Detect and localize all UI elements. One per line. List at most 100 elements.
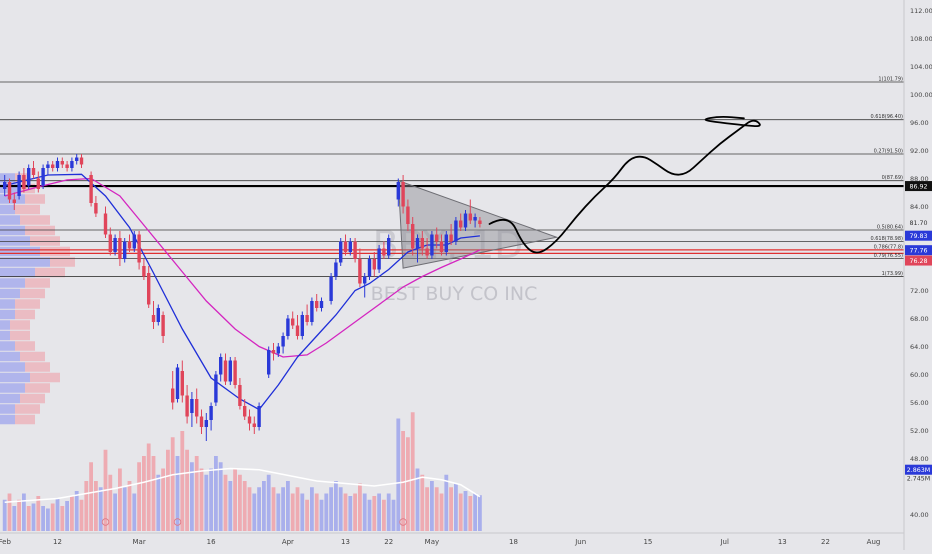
volume-bar [118, 468, 122, 531]
vprofile-up-bar [0, 404, 15, 414]
candle-body [27, 168, 31, 186]
candle-body [180, 371, 184, 396]
candle-body [343, 241, 348, 252]
vprofile-up-bar [0, 215, 20, 225]
price-tick-label: 100.00 [910, 91, 932, 99]
volume-bar [50, 503, 55, 531]
vprofile-up-bar [0, 309, 15, 320]
vprofile-up-bar [0, 225, 25, 236]
volume-bar [478, 495, 482, 531]
vprofile-up-bar [0, 204, 15, 215]
candle-body [439, 241, 444, 252]
volume-bar [358, 483, 362, 531]
candle-body [137, 234, 141, 263]
time-tick-label: 22 [384, 538, 393, 546]
price-badge-label: 81.70 [909, 220, 927, 227]
volume-bar [22, 493, 26, 531]
price-badge-label: 2.745M [907, 476, 930, 483]
volume-bar [70, 496, 74, 531]
volume-bar [199, 468, 204, 531]
volume-bar [36, 496, 41, 531]
time-tick-label: 15 [643, 538, 652, 546]
candle-body [147, 273, 151, 305]
time-tick-label: 16 [207, 538, 216, 546]
volume-bar [60, 506, 65, 531]
candle-body [223, 360, 228, 382]
time-tick-label: 22 [821, 538, 830, 546]
vprofile-down-bar [25, 225, 55, 236]
volume-bar [415, 468, 420, 531]
candle-body [329, 276, 333, 301]
vprofile-down-bar [50, 257, 75, 267]
vprofile-up-bar [0, 246, 40, 257]
time-tick-label: Mar [132, 538, 145, 546]
volume-bar [233, 468, 237, 531]
price-tick-label: 60.00 [910, 371, 929, 379]
time-tick-label: 12 [53, 538, 62, 546]
candle-body [348, 241, 352, 252]
candle-body [401, 182, 405, 207]
candle-body [435, 234, 439, 242]
candle-body [411, 224, 415, 249]
level-label: 1(101.79) [878, 76, 903, 82]
volume-bar [94, 481, 98, 531]
volume-bar [108, 474, 113, 531]
time-axis[interactable]: Feb12Mar16Apr1322May18Jun15Jul1322Aug17S… [0, 532, 932, 546]
vprofile-down-bar [15, 204, 40, 215]
volume-bar [185, 449, 189, 531]
vprofile-down-bar [10, 330, 30, 341]
candle-body [463, 213, 468, 228]
candle-body [252, 423, 256, 427]
vprofile-up-bar [0, 173, 15, 183]
level-label: 0.618(96.40) [870, 114, 903, 120]
volume-bar [113, 493, 117, 531]
volume-bar [65, 501, 69, 531]
vprofile-up-bar [0, 194, 25, 204]
earnings-flag [173, 518, 182, 526]
volume-bar [142, 456, 146, 531]
vprofile-down-bar [15, 404, 40, 414]
time-tick-label: May [425, 538, 439, 546]
time-tick-label: 13 [778, 538, 787, 546]
candle-body [406, 206, 410, 224]
candle-body [41, 168, 45, 186]
price-tick-label: 72.00 [910, 287, 929, 295]
volume-bar [79, 499, 84, 531]
price-tick-label: 92.00 [910, 147, 929, 155]
candle-body [295, 325, 300, 336]
candle-body [430, 234, 434, 256]
candle-body [454, 220, 458, 242]
price-badge-bg [905, 230, 932, 241]
ma-slow-line [4, 177, 481, 358]
vprofile-down-bar [30, 372, 60, 383]
volume-bar [242, 481, 247, 531]
vprofile-down-bar [25, 362, 50, 372]
price-badge-label: 79.83 [909, 233, 927, 240]
volume-bar [127, 481, 132, 531]
candle-body [339, 241, 343, 263]
vprofile-down-bar [20, 288, 45, 299]
candle-body [425, 248, 429, 256]
candle-body [300, 315, 304, 336]
volume-bar [329, 487, 333, 531]
candle-body [103, 213, 108, 235]
volume-bar [204, 474, 209, 531]
volume-bar [343, 493, 348, 531]
candle-body [55, 161, 60, 168]
candle-body [17, 175, 21, 196]
volume-bar [473, 493, 477, 531]
volume-bar [7, 493, 12, 531]
price-badges: 86.92 81.70 79.83 77.76 76.28 2.863M 2.745M [905, 181, 932, 483]
candle-body [195, 399, 199, 417]
vprofile-down-bar [25, 383, 50, 393]
candle-body [156, 308, 160, 322]
vprofile-down-bar [30, 236, 60, 246]
volume-bar [410, 412, 415, 531]
candle-body [305, 315, 309, 322]
level-label: 0.618(78.98) [870, 236, 903, 242]
candle-body [243, 406, 247, 417]
candle-body [219, 357, 223, 375]
volume-bar [247, 487, 252, 531]
